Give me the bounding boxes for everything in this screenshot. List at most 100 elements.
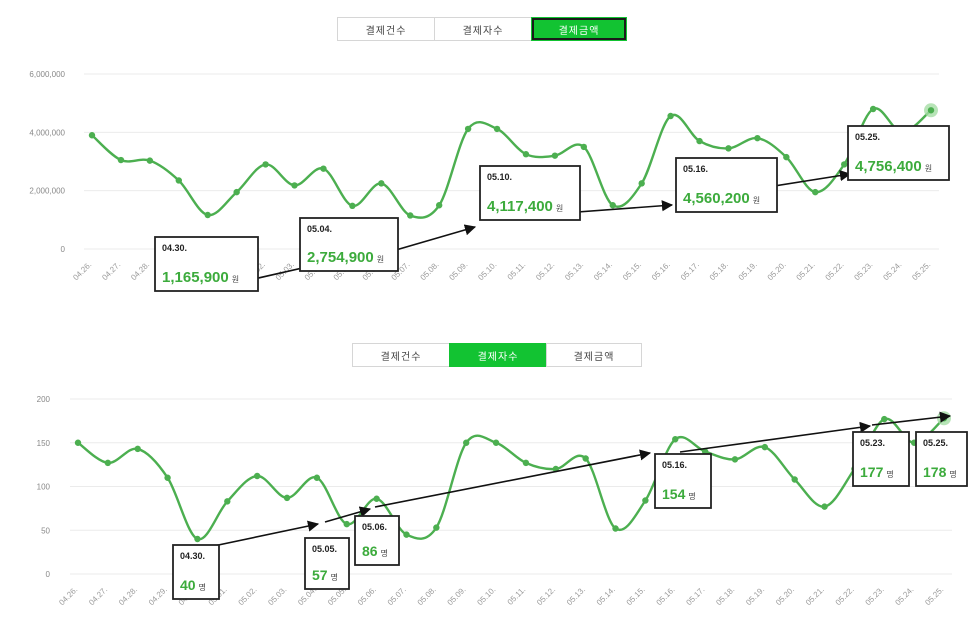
callout-box: 05.25. 4,756,400 원: [847, 125, 950, 181]
x-tick-label: 05.22.: [824, 260, 846, 282]
x-tick-label: 05.03.: [266, 585, 288, 607]
data-point: [164, 474, 171, 481]
callout-date: 05.23.: [860, 438, 885, 448]
tab-payment-count[interactable]: 결제건수: [337, 17, 435, 41]
callout-unit: 명: [949, 469, 956, 479]
x-tick-label: 05.25.: [923, 585, 945, 607]
callout-value: 4,756,400: [855, 158, 922, 175]
data-point: [672, 436, 679, 443]
data-point: [821, 503, 828, 510]
x-tick-label: 05.08.: [418, 260, 440, 282]
y-tick-label: 100: [37, 483, 51, 492]
data-point: [642, 497, 649, 504]
y-tick-label: 150: [37, 439, 51, 448]
data-point: [88, 132, 96, 139]
data-point: [253, 472, 261, 480]
x-tick-label: 04.27.: [87, 585, 109, 607]
y-tick-label: 50: [41, 526, 50, 535]
data-point: [349, 202, 356, 210]
tab-payer-count-2[interactable]: 결제자수: [449, 343, 547, 367]
data-point: [313, 474, 321, 481]
y-tick-label: 0: [61, 245, 66, 254]
x-tick-label: 05.23.: [864, 585, 886, 607]
x-tick-label: 05.24.: [893, 585, 915, 607]
x-tick-label: 05.10.: [476, 260, 498, 282]
callout-box: 05.16. 4,560,200 원: [675, 157, 778, 213]
data-point: [638, 180, 645, 187]
callout-unit: 원: [925, 164, 932, 173]
tab-payment-count-2[interactable]: 결제건수: [352, 343, 450, 367]
tab-payment-amount[interactable]: 결제금액: [531, 17, 627, 41]
x-tick-label: 05.15.: [625, 585, 647, 607]
data-point: [175, 177, 182, 184]
top-tab-bar: 결제건수 결제자수 결제금액: [337, 17, 627, 41]
data-point: [104, 459, 112, 467]
x-tick-label: 05.02.: [236, 585, 258, 607]
callout-unit: 원: [377, 255, 384, 264]
data-point: [725, 145, 732, 152]
data-point: [463, 439, 470, 446]
x-tick-label: 05.10.: [475, 585, 497, 607]
callout-border: [852, 431, 910, 487]
data-point: [435, 202, 443, 209]
y-tick-label: 4,000,000: [29, 128, 65, 137]
callout-value: 57: [312, 567, 328, 583]
top-line-chart: 0 2,000,000 4,000,000 6,000,000 04.26. 04.27.…: [29, 70, 950, 292]
data-point: [464, 125, 472, 133]
data-point: [373, 495, 380, 502]
x-tick-label: 05.21.: [804, 585, 826, 607]
callout-value: 154: [662, 486, 686, 502]
x-tick-label: 04.28.: [129, 260, 151, 282]
callout-border: [304, 537, 350, 590]
data-point: [407, 212, 414, 219]
x-tick-label: 05.20.: [774, 585, 796, 607]
x-tick-label: 05.16.: [655, 585, 677, 607]
x-tick-label: 05.18.: [708, 260, 730, 282]
callout-border: [675, 157, 778, 213]
data-point: [696, 137, 703, 145]
y-tick-label: 2,000,000: [29, 187, 65, 196]
x-tick-label: 05.25.: [910, 260, 932, 282]
callout-value: 4,117,400: [487, 198, 553, 215]
data-point: [582, 455, 589, 462]
callout-box: 05.10. 4,117,400 원: [479, 165, 581, 221]
x-tick-label: 05.23.: [852, 260, 874, 282]
data-point: [812, 188, 819, 196]
x-tick-label: 05.07.: [386, 585, 408, 607]
data-point: [433, 524, 440, 531]
data-point: [493, 125, 501, 133]
x-tick-label: 05.11.: [506, 585, 528, 607]
callout-border: [654, 453, 712, 509]
data-point: [343, 520, 350, 528]
x-tick-label: 05.14.: [592, 260, 614, 282]
callout-box: 04.30. 40 명: [172, 544, 220, 600]
tab-payment-amount-2[interactable]: 결제금액: [546, 343, 642, 367]
callout-box: 05.05. 57 명: [304, 537, 350, 590]
data-point: [609, 202, 616, 209]
tab-payer-count[interactable]: 결제자수: [434, 17, 532, 41]
data-point: [881, 415, 888, 423]
callout-border: [915, 431, 968, 487]
callout-unit: 명: [381, 548, 388, 558]
trend-arrow: [871, 411, 952, 426]
callout-value: 177: [860, 464, 884, 480]
bottom-tab-bar: 결제건수 결제자수 결제금액: [352, 343, 642, 367]
data-point: [791, 476, 798, 483]
data-point: [580, 143, 588, 151]
callout-border: [154, 236, 259, 292]
x-tick-label: 04.26.: [57, 585, 79, 607]
x-tick-label: 05.13.: [565, 585, 587, 607]
callout-value: 40: [180, 577, 196, 593]
data-point: [754, 134, 761, 142]
callout-value: 86: [362, 543, 378, 559]
callout-value: 178: [923, 464, 947, 480]
callout-date: 05.06.: [362, 522, 387, 532]
trend-arrow: [679, 421, 872, 453]
bottom-line-chart: 05010015020004.26.04.27.04.28.04.29.04.3…: [37, 395, 968, 607]
callout-box: 05.25. 178 명: [915, 431, 968, 487]
data-point: [291, 182, 298, 189]
x-tick-label: 05.03.: [274, 260, 296, 282]
x-tick-label: 05.12.: [535, 585, 557, 607]
data-point: [761, 443, 769, 451]
